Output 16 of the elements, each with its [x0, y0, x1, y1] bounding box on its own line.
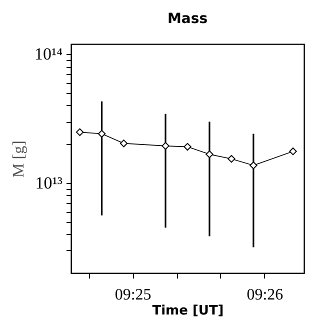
- chart-title: Mass: [167, 11, 208, 27]
- point: [162, 142, 170, 150]
- point: [76, 128, 84, 136]
- point: [184, 142, 192, 151]
- point: [206, 150, 214, 158]
- point: [98, 130, 106, 138]
- point: [120, 140, 128, 148]
- point: [289, 148, 297, 156]
- y-tick-label: 10¹³: [35, 173, 62, 192]
- x-axis-title: Time [UT]: [152, 304, 224, 318]
- x-tick-label: 09:26: [246, 286, 284, 304]
- point: [228, 154, 236, 163]
- point: [250, 162, 258, 170]
- y-axis-title: M [g]: [10, 140, 28, 178]
- y-tick-label: 10¹⁴: [34, 44, 63, 64]
- x-tick-label: 09:25: [114, 286, 152, 304]
